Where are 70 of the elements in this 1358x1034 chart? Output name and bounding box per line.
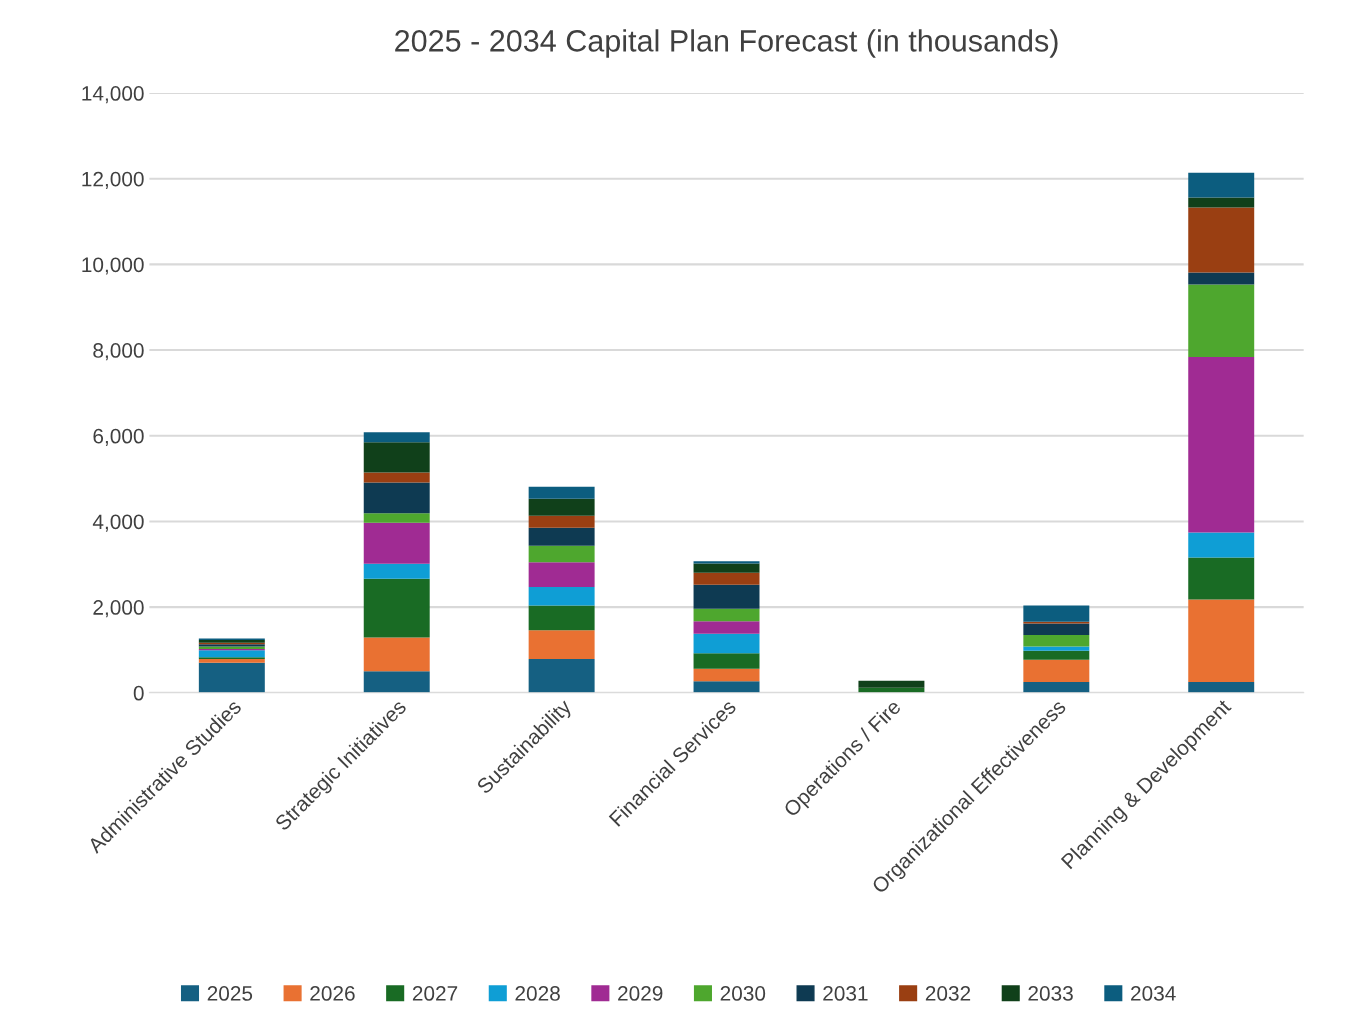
y-tick-label: 2,000 (93, 600, 144, 618)
bar (528, 486, 595, 499)
bar (1023, 605, 1090, 622)
bar (363, 671, 430, 693)
bar (693, 572, 760, 585)
bar (1188, 284, 1255, 357)
legend-label: 2026 (310, 986, 355, 1001)
legend-label: 2033 (1028, 986, 1073, 1001)
bar (1023, 659, 1090, 683)
bar (1188, 172, 1255, 198)
legend-label: 2031 (823, 986, 868, 1001)
y-tick-label: 12,000 (82, 171, 144, 189)
bar (528, 658, 595, 693)
bar (528, 630, 595, 659)
bar (363, 472, 430, 483)
bar (528, 545, 595, 563)
chart-title: 2025 - 2034 Capital Plan Forecast (in thousands) (395, 29, 1058, 58)
bar (1188, 682, 1255, 693)
bar (198, 662, 265, 693)
legend-label: 2028 (515, 986, 560, 1001)
bar (693, 608, 760, 622)
y-tick-label: 6,000 (93, 428, 144, 446)
bar (693, 621, 760, 634)
bar (528, 605, 595, 631)
bar (1188, 557, 1255, 600)
y-tick-label: 10,000 (82, 257, 144, 275)
bar (528, 515, 595, 528)
bar (1023, 682, 1090, 693)
bar (1188, 207, 1255, 273)
bar (363, 432, 430, 443)
bar (363, 442, 430, 473)
bar (693, 584, 760, 609)
bar (1188, 599, 1255, 683)
legend-label: 2027 (412, 986, 458, 1001)
bar (363, 513, 430, 523)
bar (693, 561, 760, 564)
y-tick-label: 8,000 (93, 343, 144, 361)
bar (1023, 650, 1090, 660)
bar (1023, 646, 1090, 651)
y-tick-label: 14,000 (82, 86, 144, 104)
bar (363, 522, 430, 564)
bar (528, 498, 595, 516)
bar (693, 563, 760, 573)
bar (693, 668, 760, 682)
bar (528, 586, 595, 606)
legend-label: 2030 (720, 986, 766, 1001)
bar (1188, 197, 1255, 208)
legend-label: 2034 (1131, 986, 1176, 1001)
bar (1188, 356, 1255, 533)
bar (363, 578, 430, 638)
bar (693, 653, 760, 669)
bar (1188, 272, 1255, 285)
bar (693, 681, 760, 693)
bar (1188, 532, 1255, 558)
bar (363, 563, 430, 579)
bar (1023, 634, 1090, 647)
bar (858, 680, 925, 688)
bar (1023, 623, 1090, 635)
bar (363, 482, 430, 514)
bar (198, 650, 265, 658)
y-tick-label: 0 (133, 685, 144, 701)
legend-label: 2025 (207, 986, 253, 1001)
bar (528, 527, 595, 546)
y-tick-label: 4,000 (92, 514, 144, 532)
bar (363, 637, 430, 672)
bar (528, 562, 595, 587)
legend-label: 2032 (925, 986, 971, 1001)
bar (198, 658, 265, 663)
bar (693, 633, 760, 654)
legend-label: 2029 (618, 986, 663, 1001)
